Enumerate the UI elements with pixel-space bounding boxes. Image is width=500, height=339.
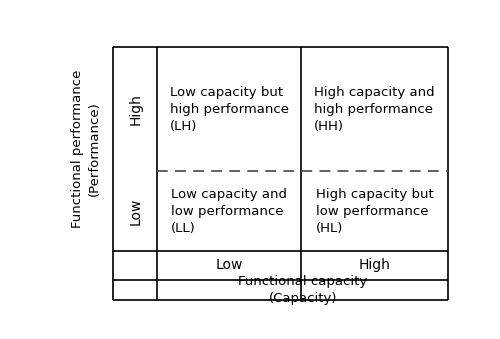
Text: Low: Low (128, 197, 142, 225)
Text: High: High (128, 93, 142, 125)
Text: High capacity but
low performance
(HL): High capacity but low performance (HL) (316, 187, 434, 235)
Text: Functional performance
(Performance): Functional performance (Performance) (71, 70, 101, 228)
Text: High capacity and
high performance
(HH): High capacity and high performance (HH) (314, 86, 435, 133)
Text: Low capacity and
low performance
(LL): Low capacity and low performance (LL) (171, 187, 287, 235)
Text: Low capacity but
high performance
(LH): Low capacity but high performance (LH) (170, 86, 288, 133)
Text: Low: Low (216, 258, 243, 272)
Text: Functional capacity
(Capacity): Functional capacity (Capacity) (238, 275, 368, 305)
Text: High: High (358, 258, 390, 272)
